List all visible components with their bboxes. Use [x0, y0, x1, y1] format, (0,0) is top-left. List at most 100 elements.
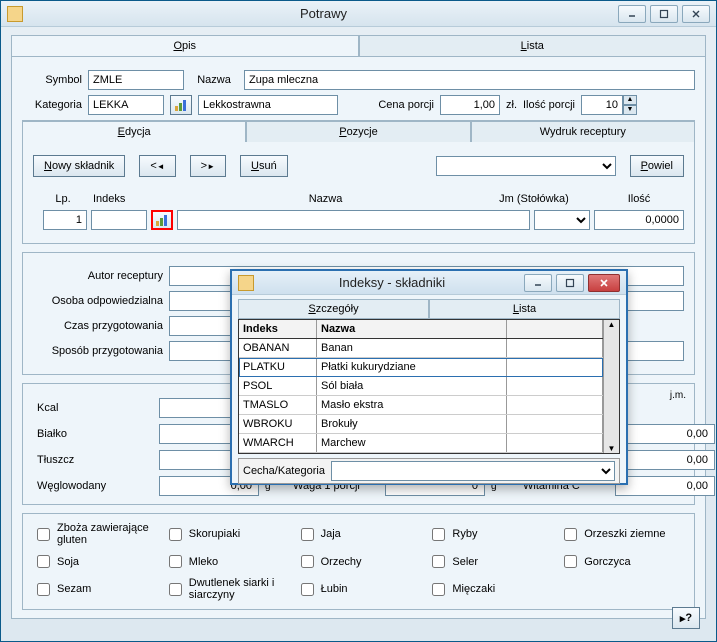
allergen-6[interactable]: Mleko [165, 552, 289, 571]
tab-opis[interactable]: Opis [11, 35, 359, 56]
main-tabs: Opis Lista [11, 35, 706, 56]
allergen-checkbox[interactable] [564, 528, 577, 541]
modal-maximize-button[interactable] [556, 274, 584, 292]
table-row[interactable]: WBROKUBrokuły [239, 415, 603, 434]
allergen-2[interactable]: Jaja [297, 522, 421, 546]
symbol-input[interactable] [88, 70, 184, 90]
modal-table: Indeks Nazwa OBANANBananPLATKUPłatki kuk… [238, 319, 620, 454]
allergen-11[interactable]: Dwutlenek siarki i siarczyny [165, 577, 289, 601]
allergen-label: Jaja [321, 528, 341, 540]
allergen-10[interactable]: Sezam [33, 577, 157, 601]
allergen-checkbox[interactable] [432, 583, 445, 596]
cecha-select[interactable] [331, 461, 615, 481]
autor-label: Autor receptury [33, 270, 163, 282]
allergen-checkbox[interactable] [169, 555, 182, 568]
spin-up-icon[interactable]: ▲ [623, 95, 637, 105]
kategoria-lookup-icon[interactable] [170, 95, 192, 115]
indeks-lookup-icon[interactable] [151, 210, 173, 230]
allergen-label: Seler [452, 556, 478, 568]
allergen-4[interactable]: Orzeszki ziemne [560, 522, 684, 546]
cecha-label: Cecha/Kategoria [243, 465, 325, 477]
tab-opis-label: pis [182, 40, 196, 52]
allergen-checkbox[interactable] [37, 555, 50, 568]
allergen-label: Orzechy [321, 556, 362, 568]
row-nazwa[interactable] [177, 210, 530, 230]
allergen-label: Dwutlenek siarki i siarczyny [189, 577, 289, 601]
allergen-checkbox[interactable] [432, 555, 445, 568]
hdr-jm: Jm (Stołówka) [474, 193, 594, 205]
row-jm[interactable] [534, 210, 590, 230]
allergen-checkbox[interactable] [564, 555, 577, 568]
allergen-checkbox[interactable] [169, 583, 182, 596]
modal-tab-lista[interactable]: Lista [429, 299, 620, 319]
allergen-label: Gorczyca [584, 556, 630, 568]
nowy-button[interactable]: Nowy składnik [33, 155, 125, 177]
allergen-label: Łubin [321, 583, 348, 595]
kategoria-label: Kategoria [22, 99, 82, 111]
tab-wydruk[interactable]: Wydruk receptury [471, 121, 695, 142]
modal-close-button[interactable] [588, 274, 620, 292]
table-row[interactable]: WMARCHMarchew [239, 434, 603, 453]
maximize-button[interactable] [650, 5, 678, 23]
allergen-checkbox[interactable] [301, 555, 314, 568]
allergen-checkbox[interactable] [169, 528, 182, 541]
modal-icon [238, 275, 254, 291]
row-ilosc[interactable] [594, 210, 684, 230]
hdr-ilosc: Ilość [594, 193, 684, 205]
zl-label: zł. [506, 99, 517, 111]
allergen-checkbox[interactable] [37, 528, 50, 541]
kategoria-input[interactable] [88, 95, 164, 115]
allergen-label: Zboża zawierające gluten [57, 522, 157, 546]
nazwa-input[interactable] [244, 70, 695, 90]
tab-edycja[interactable]: Edycja [22, 121, 246, 142]
jm-hint: j.m. [670, 390, 686, 401]
nazwa-label: Nazwa [190, 74, 238, 86]
allergen-9[interactable]: Gorczyca [560, 552, 684, 571]
tab-pozycje[interactable]: Pozycje [246, 121, 470, 142]
close-button[interactable] [682, 5, 710, 23]
allergen-label: Sezam [57, 583, 91, 595]
symbol-label: Symbol [22, 74, 82, 86]
allergen-checkbox[interactable] [301, 583, 314, 596]
table-row[interactable]: PLATKUPłatki kukurydziane [239, 358, 603, 377]
ilosc-input[interactable] [581, 95, 623, 115]
osoba-label: Osoba odpowiedzialna [33, 295, 163, 307]
allergen-13[interactable]: Mięczaki [428, 577, 552, 601]
allergen-checkbox[interactable] [432, 528, 445, 541]
spin-down-icon[interactable]: ▼ [623, 105, 637, 115]
combo-select[interactable] [436, 156, 616, 176]
minimize-button[interactable] [618, 5, 646, 23]
sposob-label: Sposób przygotowania [33, 345, 163, 357]
tab-lista[interactable]: Lista [359, 35, 707, 56]
help-icon[interactable]: ▸? [672, 607, 700, 629]
allergen-7[interactable]: Orzechy [297, 552, 421, 571]
allergen-3[interactable]: Ryby [428, 522, 552, 546]
allergen-checkbox[interactable] [301, 528, 314, 541]
modal-tab-szczegoly[interactable]: Szczegóły [238, 299, 429, 319]
powiel-button[interactable]: Powiel [630, 155, 684, 177]
modal-scrollbar[interactable]: ▲▼ [603, 320, 619, 453]
row-indeks[interactable] [91, 210, 147, 230]
allergen-8[interactable]: Seler [428, 552, 552, 571]
prev-button[interactable]: <◄ [139, 155, 175, 177]
row-lp[interactable] [43, 210, 87, 230]
table-row[interactable]: TMASLOMasło ekstra [239, 396, 603, 415]
allergen-label: Mleko [189, 556, 218, 568]
window-buttons [618, 5, 710, 23]
allergen-1[interactable]: Skorupiaki [165, 522, 289, 546]
table-row[interactable]: PSOLSól biała [239, 377, 603, 396]
allergen-5[interactable]: Soja [33, 552, 157, 571]
usun-button[interactable]: Usuń [240, 155, 288, 177]
modal-minimize-button[interactable] [524, 274, 552, 292]
allergen-12[interactable]: Łubin [297, 577, 421, 601]
next-button[interactable]: >► [190, 155, 226, 177]
ilosc-spinner[interactable]: ▲▼ [581, 95, 637, 115]
allergen-checkbox[interactable] [37, 583, 50, 596]
cena-input[interactable] [440, 95, 500, 115]
main-window: Potrawy Opis Lista Symbol Nazwa Kategori… [0, 0, 717, 642]
table-row[interactable]: OBANANBanan [239, 339, 603, 358]
allergen-label: Orzeszki ziemne [584, 528, 665, 540]
kcal-label: Kcal [33, 402, 153, 414]
allergen-0[interactable]: Zboża zawierające gluten [33, 522, 157, 546]
edycja-panel: Nowy składnik <◄ >► Usuń Powiel Lp. Inde… [22, 142, 695, 244]
